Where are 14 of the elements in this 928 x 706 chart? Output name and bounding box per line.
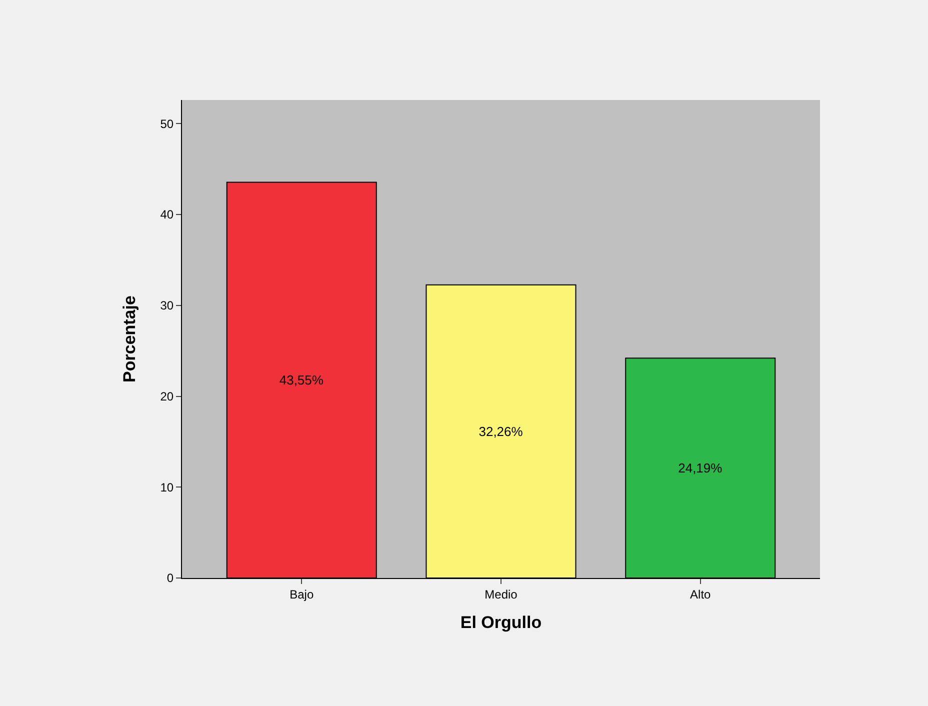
data-label: 32,26% bbox=[478, 424, 524, 439]
y-tick-label: 50 bbox=[160, 116, 174, 131]
data-label: 43,55% bbox=[279, 372, 324, 388]
x-tick-label: Alto bbox=[690, 587, 712, 602]
y-tick-label: 30 bbox=[160, 298, 174, 313]
x-tick-label: Bajo bbox=[290, 587, 314, 602]
x-axis-title: El Orgullo bbox=[460, 612, 542, 632]
data-label: 24,19% bbox=[678, 460, 723, 476]
x-tick-label: Medio bbox=[484, 587, 518, 602]
y-tick-label: 0 bbox=[166, 571, 174, 586]
y-tick-label: 10 bbox=[160, 480, 174, 494]
y-tick-label: 40 bbox=[160, 208, 174, 222]
y-axis-title: Porcentaje bbox=[120, 296, 139, 382]
y-tick-label: 20 bbox=[160, 389, 174, 404]
